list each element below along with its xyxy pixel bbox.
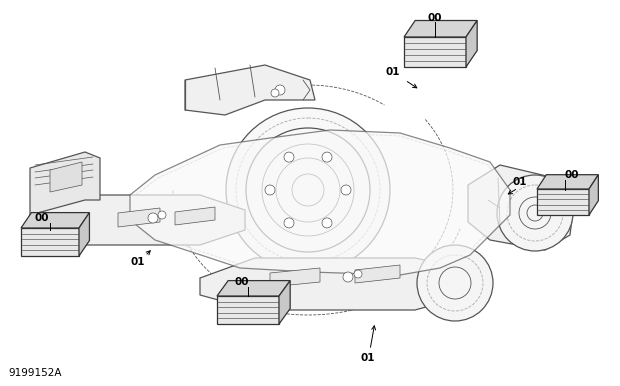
Circle shape [271, 89, 279, 97]
Text: 01: 01 [513, 177, 527, 187]
Polygon shape [217, 296, 279, 324]
Polygon shape [185, 65, 315, 115]
Circle shape [343, 272, 353, 282]
Polygon shape [404, 37, 466, 67]
Polygon shape [466, 20, 477, 67]
Polygon shape [537, 175, 598, 189]
Circle shape [158, 211, 166, 219]
Polygon shape [200, 258, 470, 310]
Polygon shape [118, 208, 160, 227]
Text: 9199152A: 9199152A [8, 368, 61, 378]
Polygon shape [30, 152, 100, 215]
Circle shape [341, 185, 351, 195]
Text: 01: 01 [131, 257, 145, 267]
Polygon shape [21, 213, 89, 228]
Circle shape [354, 270, 362, 278]
Text: 01: 01 [361, 353, 375, 363]
Circle shape [322, 218, 332, 228]
Text: 00: 00 [565, 170, 579, 180]
Polygon shape [79, 213, 89, 256]
Text: 01: 01 [386, 67, 401, 77]
Polygon shape [404, 20, 477, 37]
Circle shape [284, 218, 294, 228]
Polygon shape [589, 175, 598, 215]
Polygon shape [279, 281, 290, 324]
Polygon shape [50, 162, 82, 192]
Circle shape [417, 245, 493, 321]
Text: 00: 00 [428, 13, 442, 23]
Circle shape [497, 175, 573, 251]
Circle shape [226, 108, 390, 272]
Polygon shape [21, 228, 79, 256]
Polygon shape [217, 281, 290, 296]
Circle shape [265, 185, 275, 195]
Polygon shape [175, 207, 215, 225]
Text: 00: 00 [35, 213, 49, 223]
Polygon shape [355, 265, 400, 283]
Text: 00: 00 [235, 277, 249, 287]
Polygon shape [468, 165, 575, 250]
Circle shape [148, 213, 158, 223]
Circle shape [322, 152, 332, 162]
Polygon shape [30, 195, 245, 245]
Polygon shape [130, 130, 510, 275]
Polygon shape [537, 189, 589, 215]
Polygon shape [270, 268, 320, 287]
Circle shape [284, 152, 294, 162]
Circle shape [275, 85, 285, 95]
